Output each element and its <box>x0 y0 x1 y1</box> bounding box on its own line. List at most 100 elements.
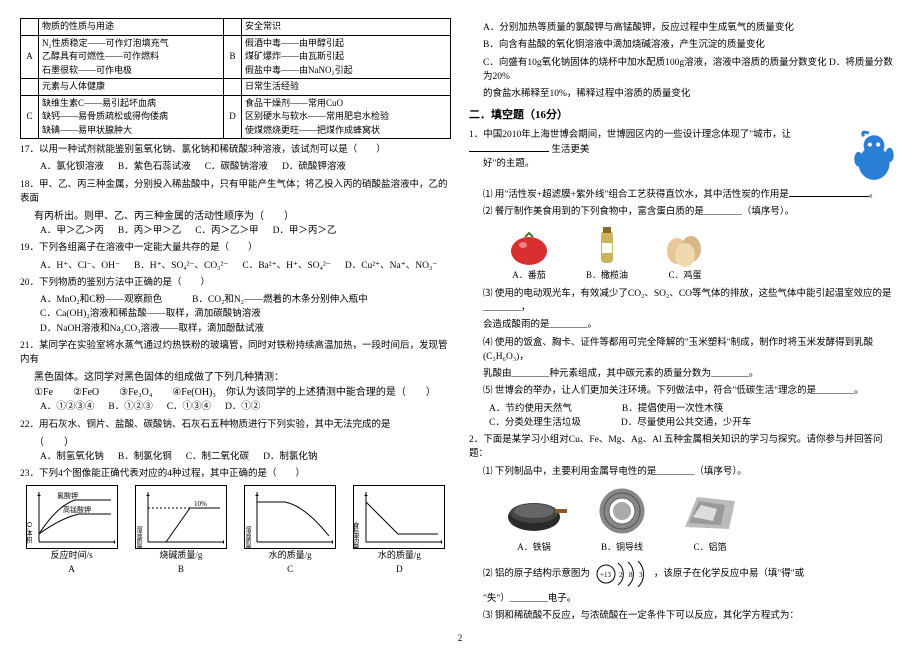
r-q2-2b: ，该原子在化学反应中易（填"得"或 <box>654 567 804 581</box>
q22-stem2: （ ） <box>20 435 451 450</box>
food-a: A．番茄 <box>499 223 559 283</box>
atom-s2: 8 <box>629 571 633 579</box>
metal-b: B．铜导线 <box>587 483 657 555</box>
r15d: D．尽量使用公共交通，少开车 <box>621 416 751 430</box>
q17-d: D．硫酸钾溶液 <box>282 160 346 174</box>
r15a: A．节约使用天然气 <box>489 402 572 416</box>
q22-b: B．制氯化铜 <box>118 450 172 464</box>
q21-a: A．①②③④ <box>40 400 94 414</box>
b-line-1: 煤矿爆炸——由瓦斯引起 <box>245 50 447 64</box>
q21-c: C．①③④ <box>167 400 211 414</box>
r-q1-c: 好"的主题。 <box>469 157 900 171</box>
row-c-label: C <box>21 95 39 139</box>
chart-d-xl: 水的质量/g <box>348 549 451 563</box>
q18-opts: A．甲＞乙＞丙 B．丙＞甲＞乙 C．丙＞乙＞甲 D．甲＞丙＞乙 <box>20 224 451 238</box>
food-a-label: A．番茄 <box>499 269 559 283</box>
q17-stem: 17．以用一种试剂就能鉴别氢氧化钠、氯化钠和稀硫酸3种溶液，该试剂可以是（ ） <box>20 143 451 157</box>
q17-a: A．氯化钡溶液 <box>40 160 104 174</box>
metal-b-label: B．铜导线 <box>587 541 657 555</box>
chart-b-t: 10% <box>194 500 207 508</box>
q19-stem: 19．下列各组离子在溶液中一定能大量共存的是（ ） <box>20 241 451 255</box>
q19-opts: A．H⁺、Cl⁻、OH⁻ B．H⁺、SO₄²⁻、CO₃²⁻ C．Ba²⁺、H⁺、… <box>20 259 451 273</box>
q20-b: B．CO₂和N₂——燃着的木条分别伸入瓶中 <box>192 293 368 307</box>
blank-cell <box>21 19 39 36</box>
chart-c-svg: 溶液质量分数 <box>244 485 336 549</box>
metal-row: A．铁锅 B．铜导线 C．铝箔 <box>469 483 900 555</box>
row-d-label: D <box>223 95 241 139</box>
r-q2-1: ⑴ 下列制品中，主要利用金属导电性的是________（填序号）。 <box>469 465 900 479</box>
r-q1-2: ⑵ 餐厅制作美食用到的下列食物中，富含蛋白质的是________（填序号）。 <box>469 205 900 219</box>
q18-stem1: 18．甲、乙、丙三种金属，分别投入稀盐酸中，只有甲能产生气体；将乙投入丙的硝酸盐… <box>20 178 451 207</box>
q19-d: D．Cu²⁺、Na⁺、NO₃⁻ <box>345 259 437 273</box>
r-q1: 1．中国2010年上海世博会期间，世博园区内的一些设计理念体现了"城市，让 生活… <box>469 128 900 184</box>
metal-a-label: A．铁锅 <box>499 541 569 555</box>
a-line-2: 石墨很软——可作电极 <box>42 64 220 78</box>
q22-a: A．制氢氧化钠 <box>40 450 104 464</box>
atom-s3: 3 <box>639 571 643 579</box>
row-c-left: 缺维生素C——易引起坏血病 缺钙——易骨质疏松或得佝偻病 缺碘——易甲状腺肿大 <box>39 95 224 139</box>
chart-d: 食盐质量 水的质量/g D <box>348 485 451 576</box>
chart-a-t2: 高锰酸钾 <box>63 505 91 514</box>
q21-opts: A．①②③④ B．①②③ C．①③④ D．①② <box>20 400 451 414</box>
q20-d: D．NaOH溶液和Na₂CO₃溶液——取样，滴加酚酞试液 <box>40 322 451 336</box>
right-column: A．分别加热等质量的氯酸钾与高锰酸钾，反应过程中生成氧气的质量变化 B．向含有盐… <box>469 18 900 633</box>
row-b-right: 假酒中毒——由甲醇引起 煤矿爆炸——由瓦斯引起 假盐中毒——由NaNO₂引起 <box>241 35 450 79</box>
row-b-label: B <box>223 35 241 79</box>
c-line-2: 缺碘——易甲状腺肿大 <box>42 124 220 138</box>
c-line-0: 缺维生素C——易引起坏血病 <box>42 97 220 111</box>
food-c: C．鸡蛋 <box>655 223 715 283</box>
q22-stem1: 22．用石灰水、铜片、盐酸、碳酸钠、石灰石五种物质进行下列实验，其中无法完成的是 <box>20 418 451 432</box>
q17-b: B．紫色石蕊试液 <box>118 160 191 174</box>
q23-charts: 氯酸钾 高锰酸钾 O₂体积 反应时间/s A 10% 溶液质量分数 烧碱质量/g… <box>20 485 451 576</box>
q18-stem2: 有丙析出。则甲、乙、丙三种金属的活动性顺序为（ ） <box>20 209 451 224</box>
q20-opts: A．MnO₂和C粉——观察颜色 B．CO₂和N₂——燃着的木条分别伸入瓶中 C．… <box>20 293 451 336</box>
q20-c: C．Ca(OH)₂溶液和稀盐酸——取样，滴加碳酸钠溶液 <box>40 307 451 321</box>
c-line-1: 缺钙——易骨质疏松或得佝偻病 <box>42 110 220 124</box>
col4-header: 日常生活经验 <box>241 79 450 96</box>
q18-a: A．甲＞乙＞丙 <box>40 224 104 238</box>
chart-a-xl: 反应时间/s <box>20 549 123 563</box>
metal-c-label: C．铝箔 <box>675 541 745 555</box>
a-line-1: 乙醇具有可燃性——可作燃料 <box>42 50 220 64</box>
d-line-1: 区别硬水与软水——常用肥皂水检验 <box>245 110 447 124</box>
section-2-title: 二．填空题（16分） <box>469 107 900 124</box>
r-q1-1t: ⑴ 用"活性炭+超滤膜+紫外线"组合工艺获得直饮水，其中活性炭的作用是 <box>483 190 789 200</box>
foil-icon <box>675 483 745 537</box>
q23-stem: 23．下列4个图像能正确代表对应的4种过程，其中正确的是（ ） <box>20 467 451 481</box>
r15b: B．提倡使用一次性木筷 <box>622 402 723 416</box>
chart-b: 10% 溶液质量分数 烧碱质量/g B <box>129 485 232 576</box>
q22-c: C．制二氧化碳 <box>186 450 249 464</box>
blank-cell-4 <box>223 79 241 96</box>
r-q1-5: ⑸ 世博会的举办，让人们更加关注环境。下列做法中，符合"低碳生活"理念的是___… <box>469 384 900 398</box>
chart-a-yl: O₂体积 <box>26 522 33 545</box>
chart-d-lbl: D <box>348 563 451 577</box>
chart-c-xl: 水的质量/g <box>239 549 342 563</box>
a-line-0: N₂性质稳定——可作灯泡填充气 <box>42 37 220 51</box>
q18-c: C．丙＞乙＞甲 <box>195 224 258 238</box>
properties-table: 物质的性质与用途 安全常识 A N₂性质稳定——可作灯泡填充气 乙醇具有可燃性—… <box>20 18 451 139</box>
d-line-0: 食品干燥剂——常用CuO <box>245 97 447 111</box>
row-a-label: A <box>21 35 39 79</box>
r15c: C．分类处理生活垃圾 <box>489 416 581 430</box>
oil-icon <box>577 223 637 269</box>
q22-opts: A．制氢氧化钠 B．制氯化铜 C．制二氧化碳 D．制氯化钠 <box>20 450 451 464</box>
r-q2-3: ⑶ 铜和稀硫酸不反应，与浓硫酸在一定条件下可以反应，其化学方程式为： <box>469 609 900 623</box>
q19-a: A．H⁺、Cl⁻、OH⁻ <box>40 259 120 273</box>
r-q1-4a: ⑷ 使用的饭盒、胸卡、证件等都用可完全降解的"玉米塑料"制成，制作时将玉米发酵得… <box>469 336 900 365</box>
wire-icon <box>587 483 657 537</box>
b-line-0: 假酒中毒——由甲醇引起 <box>245 37 447 51</box>
q17-opts: A．氯化钡溶液 B．紫色石蕊试液 C．碳酸钠溶液 D．硫酸钾溶液 <box>20 160 451 174</box>
wok-icon <box>499 483 569 537</box>
r-q1-b: 生活更美 <box>551 145 589 155</box>
q21-d: D．①② <box>225 400 260 414</box>
r-optC2: 的食盐水稀释至10%，稀释过程中溶质的质量变化 <box>469 87 900 101</box>
q17-c: C．碳酸钠溶液 <box>205 160 268 174</box>
chart-a: 氯酸钾 高锰酸钾 O₂体积 反应时间/s A <box>20 485 123 576</box>
chart-b-lbl: B <box>129 563 232 577</box>
q19-b: B．H⁺、SO₄²⁻、CO₃²⁻ <box>134 259 228 273</box>
r-q1-4b: 乳酸由________种元素组成，其中碳元素的质量分数为________。 <box>469 367 900 381</box>
blank-cell-3 <box>21 79 39 96</box>
q21-choices: ①Fe ②FeO ③Fe₃O₄ ④Fe(OH)₃ 你认为该同学的上述猜测中能合理… <box>20 385 451 400</box>
col1-header: 物质的性质与用途 <box>39 19 224 36</box>
tomato-icon <box>499 223 559 269</box>
